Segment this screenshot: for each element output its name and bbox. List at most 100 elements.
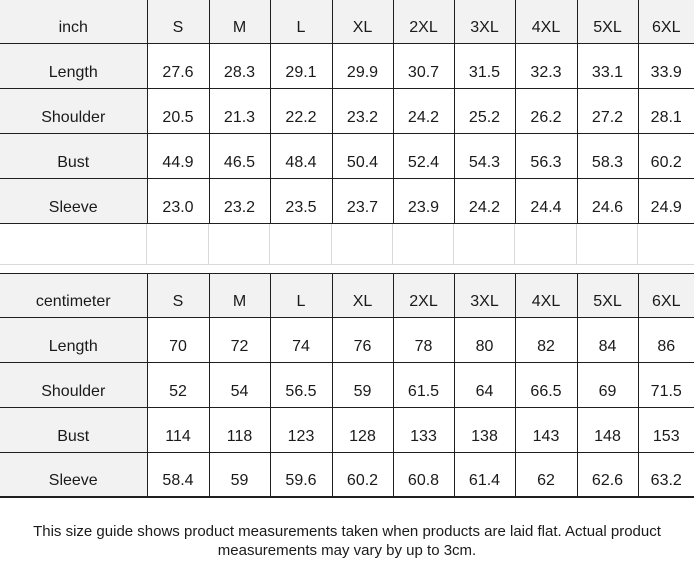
size-header-cell: 6XL [637, 0, 694, 44]
measurement-value-cell: 24.9 [637, 177, 694, 224]
measurement-value-cell: 28.3 [208, 42, 271, 89]
size-header-cell: 5XL [576, 0, 639, 44]
measurement-row-shoulder: Shoulder 20.5 21.3 22.2 23.2 24.2 25.2 2… [0, 87, 694, 134]
measurement-value-cell: 63.2 [637, 451, 694, 498]
measurement-value-cell: 23.2 [208, 177, 271, 224]
measurement-value-cell: 20.5 [146, 87, 210, 134]
size-guide-page: inch S M L XL 2XL 3XL 4XL 5XL 6XL Length… [0, 0, 694, 559]
size-header-cell: XL [331, 0, 394, 44]
measurement-value-cell: 58.4 [146, 451, 210, 498]
measurement-value-cell: 128 [331, 406, 394, 453]
measurement-value-cell: 52.4 [392, 132, 455, 179]
measurement-value-cell: 69 [576, 361, 639, 408]
size-header-cell: S [146, 0, 210, 44]
measurement-value-cell: 82 [514, 316, 578, 363]
measurement-row-length: Length 70 72 74 76 78 80 82 84 86 [0, 316, 694, 363]
measurement-label-cell: Bust [0, 132, 148, 179]
measurement-value-cell: 23.0 [146, 177, 210, 224]
measurement-label-cell: Length [0, 316, 148, 363]
size-header-cell: M [208, 0, 271, 44]
measurement-row-length: Length 27.6 28.3 29.1 29.9 30.7 31.5 32.… [0, 42, 694, 89]
measurement-value-cell: 78 [392, 316, 455, 363]
measurement-value-cell: 148 [576, 406, 639, 453]
size-header-cell: 2XL [392, 0, 455, 44]
empty-grid-cell [393, 223, 454, 264]
unit-header-cell: centimeter [0, 272, 148, 318]
empty-grid-cell [0, 223, 147, 264]
measurement-value-cell: 44.9 [146, 132, 210, 179]
size-guide-footnote: This size guide shows product measuremen… [33, 523, 661, 559]
measurement-value-cell: 54.3 [453, 132, 516, 179]
measurement-value-cell: 25.2 [453, 87, 516, 134]
measurement-value-cell: 138 [453, 406, 516, 453]
measurement-value-cell: 58.3 [576, 132, 639, 179]
measurement-value-cell: 60.2 [331, 451, 394, 498]
empty-grid-cell [577, 223, 638, 264]
measurement-value-cell: 74 [269, 316, 333, 363]
measurement-value-cell: 59 [208, 451, 271, 498]
measurement-value-cell: 71.5 [637, 361, 694, 408]
measurement-value-cell: 30.7 [392, 42, 455, 89]
measurement-value-cell: 33.1 [576, 42, 639, 89]
measurement-row-sleeve: Sleeve 58.4 59 59.6 60.2 60.8 61.4 62 62… [0, 451, 694, 498]
empty-grid-cell [638, 224, 694, 264]
size-header-cell: 4XL [514, 0, 578, 44]
measurement-label-cell: Sleeve [0, 451, 148, 498]
measurement-value-cell: 86 [637, 316, 694, 363]
measurement-value-cell: 84 [576, 316, 639, 363]
measurement-value-cell: 24.2 [392, 87, 455, 134]
size-header-cell: 2XL [392, 272, 455, 318]
measurement-label-cell: Shoulder [0, 87, 148, 134]
measurement-row-shoulder: Shoulder 52 54 56.5 59 61.5 64 66.5 69 7… [0, 361, 694, 408]
measurement-value-cell: 118 [208, 406, 271, 453]
measurement-label-cell: Bust [0, 406, 148, 453]
measurement-value-cell: 22.2 [269, 87, 333, 134]
measurement-value-cell: 59 [331, 361, 394, 408]
measurement-value-cell: 60.2 [637, 132, 694, 179]
measurement-row-sleeve: Sleeve 23.0 23.2 23.5 23.7 23.9 24.2 24.… [0, 177, 694, 224]
measurement-value-cell: 80 [453, 316, 516, 363]
empty-grid-cell [515, 223, 577, 264]
measurement-value-cell: 114 [146, 406, 210, 453]
measurement-row-bust: Bust 114 118 123 128 133 138 143 148 153 [0, 406, 694, 453]
measurement-label-cell: Shoulder [0, 361, 148, 408]
measurement-value-cell: 56.3 [514, 132, 578, 179]
measurement-value-cell: 23.2 [331, 87, 394, 134]
measurement-value-cell: 29.1 [269, 42, 333, 89]
measurement-value-cell: 62 [514, 451, 578, 498]
size-header-cell: 3XL [453, 272, 516, 318]
measurement-label-cell: Sleeve [0, 177, 148, 224]
measurement-value-cell: 33.9 [637, 42, 694, 89]
measurement-value-cell: 27.6 [146, 42, 210, 89]
measurement-value-cell: 23.9 [392, 177, 455, 224]
measurement-value-cell: 72 [208, 316, 271, 363]
empty-grid-cell [270, 223, 332, 264]
size-header-cell: S [146, 272, 210, 318]
empty-grid-row [0, 223, 694, 265]
measurement-value-cell: 66.5 [514, 361, 578, 408]
size-header-cell: 3XL [453, 0, 516, 44]
measurement-value-cell: 64 [453, 361, 516, 408]
measurement-value-cell: 61.4 [453, 451, 516, 498]
centimeter-header-row: centimeter S M L XL 2XL 3XL 4XL 5XL 6XL [0, 272, 694, 318]
empty-grid-cell [147, 223, 209, 264]
size-header-cell: 4XL [514, 272, 578, 318]
measurement-value-cell: 23.7 [331, 177, 394, 224]
measurement-value-cell: 60.8 [392, 451, 455, 498]
measurement-value-cell: 50.4 [331, 132, 394, 179]
empty-grid-cell [454, 223, 515, 264]
measurement-value-cell: 62.6 [576, 451, 639, 498]
measurement-value-cell: 29.9 [331, 42, 394, 89]
measurement-row-bust: Bust 44.9 46.5 48.4 50.4 52.4 54.3 56.3 … [0, 132, 694, 179]
measurement-value-cell: 56.5 [269, 361, 333, 408]
inch-size-table: inch S M L XL 2XL 3XL 4XL 5XL 6XL Length… [0, 0, 694, 224]
measurement-label-cell: Length [0, 42, 148, 89]
measurement-value-cell: 153 [637, 406, 694, 453]
empty-grid-cell [332, 223, 393, 264]
size-header-cell: L [269, 272, 333, 318]
unit-header-cell: inch [0, 0, 148, 44]
measurement-value-cell: 28.1 [637, 87, 694, 134]
measurement-value-cell: 24.4 [514, 177, 578, 224]
measurement-value-cell: 32.3 [514, 42, 578, 89]
measurement-value-cell: 27.2 [576, 87, 639, 134]
